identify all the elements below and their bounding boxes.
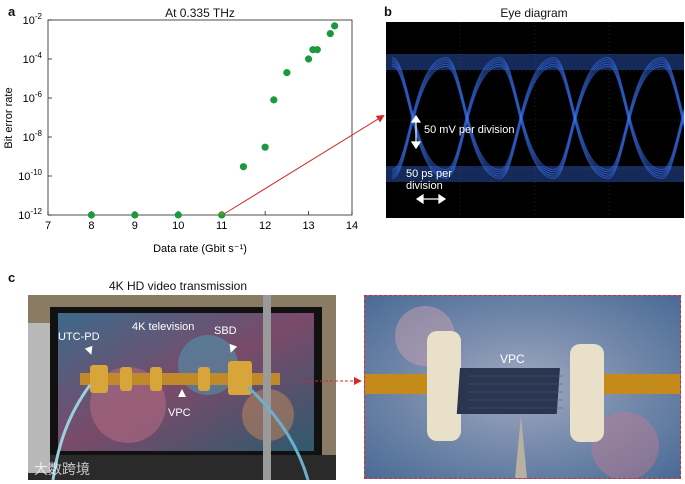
data-point <box>331 22 339 30</box>
graticule <box>386 22 684 218</box>
eye-trace <box>607 63 663 177</box>
eye-trace <box>661 113 685 179</box>
data-point <box>239 163 248 171</box>
panel-c-title: 4K HD video transmission <box>108 279 248 293</box>
label-4k-television: 4K television <box>132 321 195 333</box>
eye-trace <box>445 63 501 177</box>
annotation-arrows <box>84 343 238 397</box>
eye-trace <box>391 61 447 175</box>
data-point <box>270 96 278 104</box>
eye-diagram: 50 mV per division 50 ps per division <box>386 22 685 218</box>
eye-trace <box>391 59 447 173</box>
x-tick-label: 13 <box>302 220 314 232</box>
label-utc-pd: UTC-PD <box>58 331 100 343</box>
eye-trace <box>607 65 663 179</box>
highlight-star: * <box>220 210 225 222</box>
data-point <box>218 211 226 219</box>
plot-area-frame <box>47 19 353 216</box>
data-point <box>261 143 269 151</box>
label-vpc-left: VPC <box>168 407 191 419</box>
data-point <box>313 46 321 54</box>
voltage-label: 50 mV per division <box>424 124 515 136</box>
data-point <box>326 30 334 38</box>
eye-trace <box>499 65 555 179</box>
eye-trace <box>499 57 555 171</box>
eye-trace <box>661 106 685 173</box>
eye-trace <box>553 65 609 179</box>
eye-trace <box>607 61 663 175</box>
eye-trace <box>553 57 609 171</box>
eye-trace <box>445 57 501 171</box>
right-flange <box>570 344 604 442</box>
voltage-arrow <box>410 114 422 150</box>
data-point <box>87 211 96 219</box>
panel-c-label: c <box>8 270 16 285</box>
probe <box>515 416 527 478</box>
panel-b-title: Eye diagram <box>500 6 568 20</box>
data-point <box>283 69 291 77</box>
x-axis-label: Data rate (Gbit s⁻¹) <box>153 243 247 255</box>
eye-trace <box>607 59 663 173</box>
label-vpc-right: VPC <box>500 352 525 366</box>
x-tick-label: 8 <box>88 220 94 232</box>
eye-diagram-traces <box>386 22 685 218</box>
x-tick-label: 9 <box>132 220 138 232</box>
label-sbd: SBD <box>214 325 237 337</box>
y-axis-label: Bit error rate <box>3 87 15 148</box>
x-tick-label: 14 <box>346 220 358 232</box>
panel-a-label: a <box>8 4 16 19</box>
x-tick-label: 10 <box>172 220 184 232</box>
eye-trace <box>445 61 501 175</box>
eye-rail <box>386 166 684 182</box>
eye-rail <box>386 54 684 70</box>
vpc-closeup-photo: VPC <box>364 295 681 479</box>
eye-trace <box>553 59 609 173</box>
panel-a-title: At 0.335 THz <box>165 6 235 20</box>
eye-trace <box>445 59 501 173</box>
x-tick-label: 7 <box>45 220 51 232</box>
eye-trace <box>661 104 685 171</box>
right-waveguide <box>585 374 680 394</box>
eye-trace <box>553 61 609 175</box>
eye-trace <box>553 63 609 177</box>
x-tick-label: 11 <box>216 220 227 232</box>
eye-trace <box>661 108 685 175</box>
eye-trace <box>499 63 555 177</box>
eye-trace <box>445 65 501 179</box>
eye-trace <box>607 57 663 171</box>
time-label-line2: division <box>406 180 443 192</box>
data-point <box>304 55 313 63</box>
vpc-pattern <box>469 375 563 409</box>
eye-trace <box>661 110 685 177</box>
data-point <box>174 211 182 219</box>
data-points: * <box>87 22 339 222</box>
data-point <box>131 211 139 219</box>
time-arrow <box>415 193 447 205</box>
panel-b-label: b <box>384 4 392 19</box>
eye-trace-group <box>386 54 685 182</box>
x-ticks: 7 8 9 10 11 12 13 14 <box>45 211 358 232</box>
time-label-line1: 50 ps per <box>406 168 452 180</box>
left-flange <box>427 331 461 441</box>
bit-error-rate-chart: 7 8 9 10 11 12 13 14 10-1210-1010-810-610-410-2… <box>3 12 358 255</box>
setup-photo: UTC-PD 4K television SBD VPC 大数跨境 <box>28 295 336 480</box>
watermark: 大数跨境 <box>34 461 90 477</box>
optical-table <box>28 455 336 480</box>
vpc-chip <box>456 368 560 414</box>
x-tick-label: 12 <box>259 220 271 232</box>
eye-trace <box>391 57 447 171</box>
eye-trace <box>499 61 555 175</box>
eye-trace <box>499 59 555 173</box>
